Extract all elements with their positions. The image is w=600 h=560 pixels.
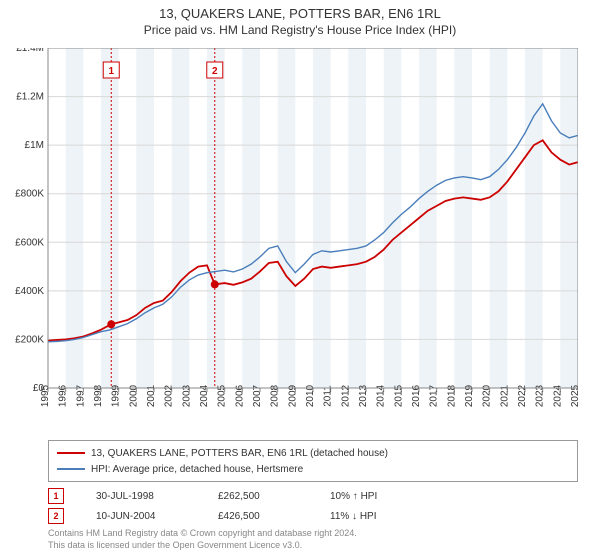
annotation-row: 1 30-JUL-1998 £262,500 10% ↑ HPI bbox=[48, 486, 578, 506]
svg-text:£200K: £200K bbox=[15, 334, 44, 345]
annotation-diff: 11% ↓ HPI bbox=[330, 511, 420, 522]
legend-item: 13, QUAKERS LANE, POTTERS BAR, EN6 1RL (… bbox=[57, 445, 569, 461]
legend-box: 13, QUAKERS LANE, POTTERS BAR, EN6 1RL (… bbox=[48, 440, 578, 482]
svg-text:£400K: £400K bbox=[15, 286, 44, 297]
annotation-price: £262,500 bbox=[218, 491, 298, 502]
legend-swatch bbox=[57, 452, 85, 454]
svg-text:£1.4M: £1.4M bbox=[16, 48, 44, 54]
annotation-table: 1 30-JUL-1998 £262,500 10% ↑ HPI 2 10-JU… bbox=[48, 486, 578, 526]
svg-text:£800K: £800K bbox=[15, 189, 44, 200]
annotation-diff: 10% ↑ HPI bbox=[330, 491, 420, 502]
svg-text:£1.2M: £1.2M bbox=[16, 92, 44, 103]
footer-attribution: Contains HM Land Registry data © Crown c… bbox=[48, 528, 578, 551]
legend-label: HPI: Average price, detached house, Hert… bbox=[91, 464, 303, 475]
legend-label: 13, QUAKERS LANE, POTTERS BAR, EN6 1RL (… bbox=[91, 448, 388, 459]
annotation-marker: 1 bbox=[48, 488, 64, 504]
legend-item: HPI: Average price, detached house, Hert… bbox=[57, 461, 569, 477]
annotation-row: 2 10-JUN-2004 £426,500 11% ↓ HPI bbox=[48, 506, 578, 526]
footer-line: This data is licensed under the Open Gov… bbox=[48, 540, 578, 552]
chart-area: £0£200K£400K£600K£800K£1M£1.2M£1.4M19951… bbox=[48, 48, 578, 388]
annotation-price: £426,500 bbox=[218, 511, 298, 522]
svg-text:£1M: £1M bbox=[25, 140, 44, 151]
svg-text:2: 2 bbox=[212, 66, 218, 77]
chart-subtitle: Price paid vs. HM Land Registry's House … bbox=[0, 23, 600, 37]
chart-container: 13, QUAKERS LANE, POTTERS BAR, EN6 1RL P… bbox=[0, 0, 600, 560]
annotation-marker: 2 bbox=[48, 508, 64, 524]
legend-swatch bbox=[57, 468, 85, 470]
svg-text:£600K: £600K bbox=[15, 237, 44, 248]
chart-title: 13, QUAKERS LANE, POTTERS BAR, EN6 1RL bbox=[0, 6, 600, 21]
titles: 13, QUAKERS LANE, POTTERS BAR, EN6 1RL P… bbox=[0, 0, 600, 37]
annotation-date: 10-JUN-2004 bbox=[96, 511, 186, 522]
footer-line: Contains HM Land Registry data © Crown c… bbox=[48, 528, 578, 540]
chart-svg: £0£200K£400K£600K£800K£1M£1.2M£1.4M19951… bbox=[8, 48, 578, 438]
svg-text:1: 1 bbox=[108, 66, 114, 77]
annotation-date: 30-JUL-1998 bbox=[96, 491, 186, 502]
